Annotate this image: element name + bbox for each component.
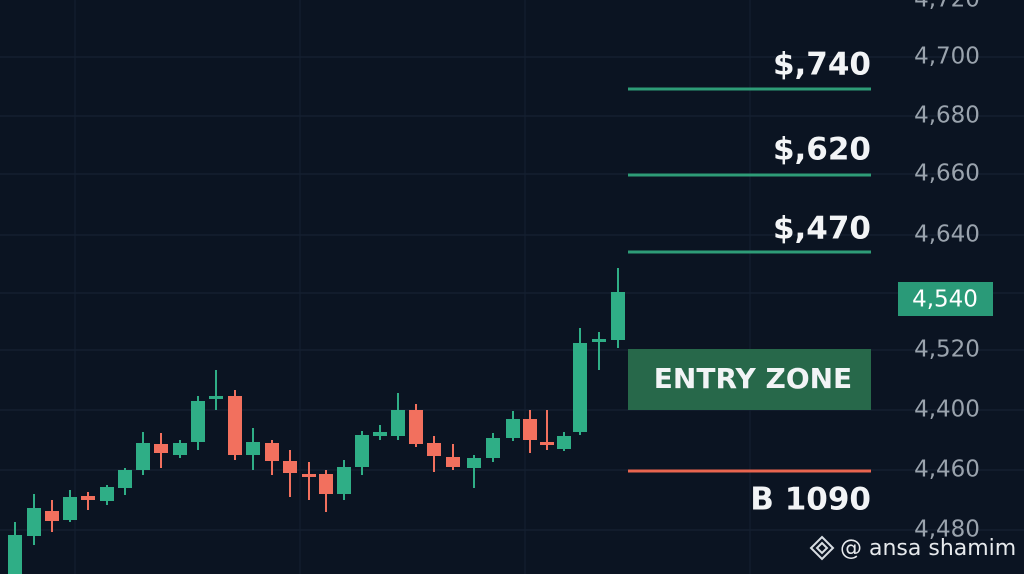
watermark: @ ansa shamim: [840, 536, 1016, 561]
candle-body: [355, 435, 369, 467]
candle-body: [573, 343, 587, 432]
candle-body: [118, 470, 132, 488]
candle-body: [63, 497, 77, 520]
candle-body: [467, 458, 481, 468]
price-axis-label: 4,680: [914, 103, 980, 129]
candle-body: [228, 396, 242, 455]
level-label: $,740: [773, 47, 871, 83]
price-axis-label: 4,520: [914, 337, 980, 363]
candle-body: [209, 396, 223, 399]
candle-body: [611, 292, 625, 340]
price-axis-label: 4,700: [914, 44, 980, 70]
candle-body: [540, 442, 554, 445]
candle-body: [592, 339, 606, 342]
candles: [8, 268, 625, 574]
price-axis-label: 4,640: [914, 222, 980, 248]
candle-body: [486, 438, 500, 458]
candle-body: [557, 436, 571, 449]
price-axis-label: 4,460: [914, 457, 980, 483]
candle-body: [283, 461, 297, 473]
price-axis-label: 4,400: [914, 397, 980, 423]
candle-body: [173, 443, 187, 455]
current-price: 4,540: [912, 287, 978, 313]
candle-body: [8, 535, 22, 574]
current-price-badge: [898, 282, 993, 316]
candle-body: [27, 508, 41, 536]
price-axis-label: 4,660: [914, 161, 980, 187]
candle-body: [391, 410, 405, 436]
entry-zone: [628, 349, 871, 410]
candle-body: [265, 443, 279, 461]
candle-body: [446, 457, 460, 467]
price-axis-label: 4,720: [914, 0, 980, 13]
candle-body: [409, 410, 423, 444]
candle-body: [523, 419, 537, 440]
watermark-icon: [809, 535, 835, 561]
price-axis-label: 4,480: [914, 517, 980, 543]
price-axis: 4,720 4,700 4,680 4,660 4,640 4,520 4,400 4,460…: [914, 0, 980, 543]
candle-body: [506, 419, 520, 438]
candle-body: [136, 443, 150, 470]
candle-body: [191, 401, 205, 442]
stop-label: B 1090: [750, 482, 871, 518]
candle-body: [45, 511, 59, 521]
candle-body: [302, 474, 316, 477]
candle-body: [427, 443, 441, 456]
candle-body: [373, 432, 387, 436]
candle-body: [337, 467, 351, 494]
candle-body: [319, 474, 333, 494]
entry-zone-label: ENTRY ZONE: [654, 362, 852, 395]
level-label: $,620: [773, 132, 871, 168]
candle-body: [154, 444, 168, 453]
level-label: $,470: [773, 211, 871, 247]
candle-body: [100, 487, 114, 501]
candle-body: [246, 442, 260, 455]
candle-body: [81, 496, 95, 500]
